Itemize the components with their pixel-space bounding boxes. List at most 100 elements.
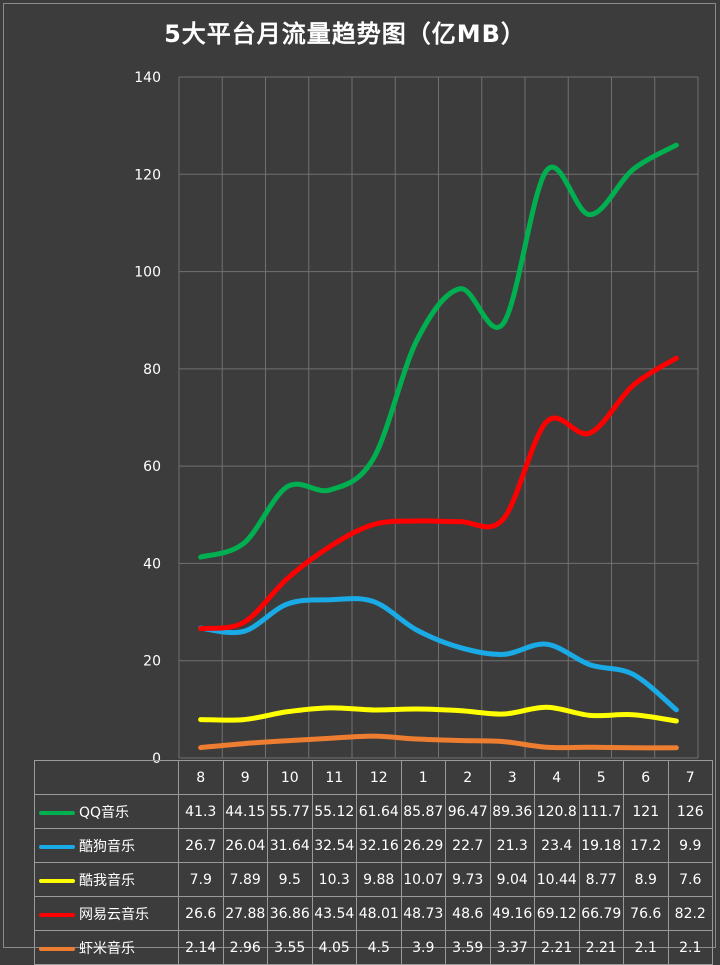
data-value-cell: 111.7 [578, 794, 624, 829]
data-value-cell: 10.44 [534, 862, 580, 897]
data-value-cell: 48.6 [445, 896, 491, 931]
data-value-cell: 48.01 [356, 896, 402, 931]
data-value-cell: 55.77 [267, 794, 313, 829]
data-value-cell: 55.12 [311, 794, 357, 829]
data-value-cell: 26.04 [222, 828, 268, 863]
data-value-cell: 9.5 [267, 862, 313, 897]
y-tick-label: 120 [134, 167, 161, 183]
data-value-cell: 9.73 [445, 862, 491, 897]
data-value-cell: 49.16 [489, 896, 535, 931]
series-line-1 [198, 596, 679, 713]
x-category-label: 4 [534, 760, 580, 795]
data-value-cell: 3.9 [400, 930, 446, 965]
y-tick-label: 60 [143, 459, 161, 475]
data-value-cell: 21.3 [489, 828, 535, 863]
data-value-cell: 41.3 [178, 794, 224, 829]
data-value-cell: 10.07 [400, 862, 446, 897]
data-value-cell: 4.5 [356, 930, 402, 965]
data-value-cell: 26.29 [400, 828, 446, 863]
y-axis-ticks: 0 20 40 60 80 100 120 140 [134, 70, 161, 767]
series-line-3 [198, 355, 679, 632]
data-value-cell: 26.7 [178, 828, 224, 863]
x-category-label: 2 [445, 760, 491, 795]
data-value-cell: 2.14 [178, 930, 224, 965]
legend-swatch [39, 844, 75, 849]
data-value-cell: 7.6 [667, 862, 713, 897]
legend-swatch [39, 878, 75, 883]
data-value-cell: 9.04 [489, 862, 535, 897]
series-line-0 [198, 142, 679, 560]
data-value-cell: 126 [667, 794, 713, 829]
data-value-cell: 2.1 [623, 930, 669, 965]
series-line-2 [198, 704, 679, 724]
data-value-cell: 22.7 [445, 828, 491, 863]
data-value-cell: 32.54 [311, 828, 357, 863]
series-lines [198, 142, 679, 751]
data-value-cell: 7.9 [178, 862, 224, 897]
data-value-cell: 3.59 [445, 930, 491, 965]
data-value-cell: 8.9 [623, 862, 669, 897]
data-value-cell: 120.8 [534, 794, 580, 829]
legend-entry: 网易云音乐 [34, 896, 179, 931]
x-category-label: 3 [489, 760, 535, 795]
table-row: QQ音乐 41.3 44.15 55.77 55.12 61.64 85.87 96.47 89… [34, 794, 713, 829]
data-value-cell: 8.77 [578, 862, 624, 897]
data-value-cell: 27.88 [222, 896, 268, 931]
y-tick-label: 100 [134, 265, 161, 281]
legend-swatch [39, 946, 75, 951]
data-value-cell: 44.15 [222, 794, 268, 829]
table-row: 酷我音乐 7.9 7.89 9.5 10.3 9.88 10.07 9.73 9.04 10.44… [34, 862, 713, 897]
legend-label: 酷我音乐 [79, 872, 135, 889]
data-value-cell: 2.21 [534, 930, 580, 965]
data-value-cell: 36.86 [267, 896, 313, 931]
data-value-cell: 31.64 [267, 828, 313, 863]
legend-label: 网易云音乐 [79, 906, 149, 923]
y-tick-label: 20 [143, 654, 161, 670]
data-value-cell: 19.18 [578, 828, 624, 863]
data-value-cell: 69.12 [534, 896, 580, 931]
data-value-cell: 2.1 [667, 930, 713, 965]
table-row: 酷狗音乐 26.7 26.04 31.64 32.54 32.16 26.29 22.7 21.… [34, 828, 713, 863]
x-category-label: 12 [356, 760, 402, 795]
table-row: 虾米音乐 2.14 2.96 3.55 4.05 4.5 3.9 3.59 3.37 2.21 2.… [34, 930, 713, 965]
data-value-cell: 23.4 [534, 828, 580, 863]
data-value-cell: 43.54 [311, 896, 357, 931]
x-category-label: 8 [178, 760, 224, 795]
data-value-cell: 48.73 [400, 896, 446, 931]
data-value-cell: 26.6 [178, 896, 224, 931]
data-value-cell: 61.64 [356, 794, 402, 829]
legend-entry: QQ音乐 [34, 794, 179, 829]
chart-title: 5大平台月流量趋势图（亿MB） [164, 20, 526, 48]
y-tick-label: 40 [143, 556, 161, 572]
y-tick-label: 0 [152, 751, 161, 767]
legend-label: 虾米音乐 [79, 940, 135, 957]
data-value-cell: 7.89 [222, 862, 268, 897]
x-category-label: 6 [623, 760, 669, 795]
legend-label: 酷狗音乐 [79, 838, 135, 855]
data-value-cell: 2.21 [578, 930, 624, 965]
table-header-row: 8 9 10 11 12 1 2 3 4 5 6 7 [34, 760, 713, 795]
legend-entry: 虾米音乐 [34, 930, 179, 965]
data-value-cell: 96.47 [445, 794, 491, 829]
x-category-label: 10 [267, 760, 313, 795]
x-category-label: 11 [311, 760, 357, 795]
gridlines [178, 76, 699, 759]
data-value-cell: 9.88 [356, 862, 402, 897]
data-value-cell: 66.79 [578, 896, 624, 931]
legend-label: QQ音乐 [79, 804, 130, 821]
x-category-label: 9 [222, 760, 268, 795]
x-category-label: 1 [400, 760, 446, 795]
data-value-cell: 32.16 [356, 828, 402, 863]
data-value-cell: 9.9 [667, 828, 713, 863]
data-value-cell: 4.05 [311, 930, 357, 965]
data-value-cell: 121 [623, 794, 669, 829]
data-value-cell: 3.55 [267, 930, 313, 965]
y-tick-label: 80 [143, 362, 161, 378]
series-line-4 [198, 733, 679, 751]
x-category-label: 5 [578, 760, 624, 795]
data-value-cell: 82.2 [667, 896, 713, 931]
table-corner-cell [34, 760, 179, 795]
data-value-cell: 17.2 [623, 828, 669, 863]
data-value-cell: 10.3 [311, 862, 357, 897]
